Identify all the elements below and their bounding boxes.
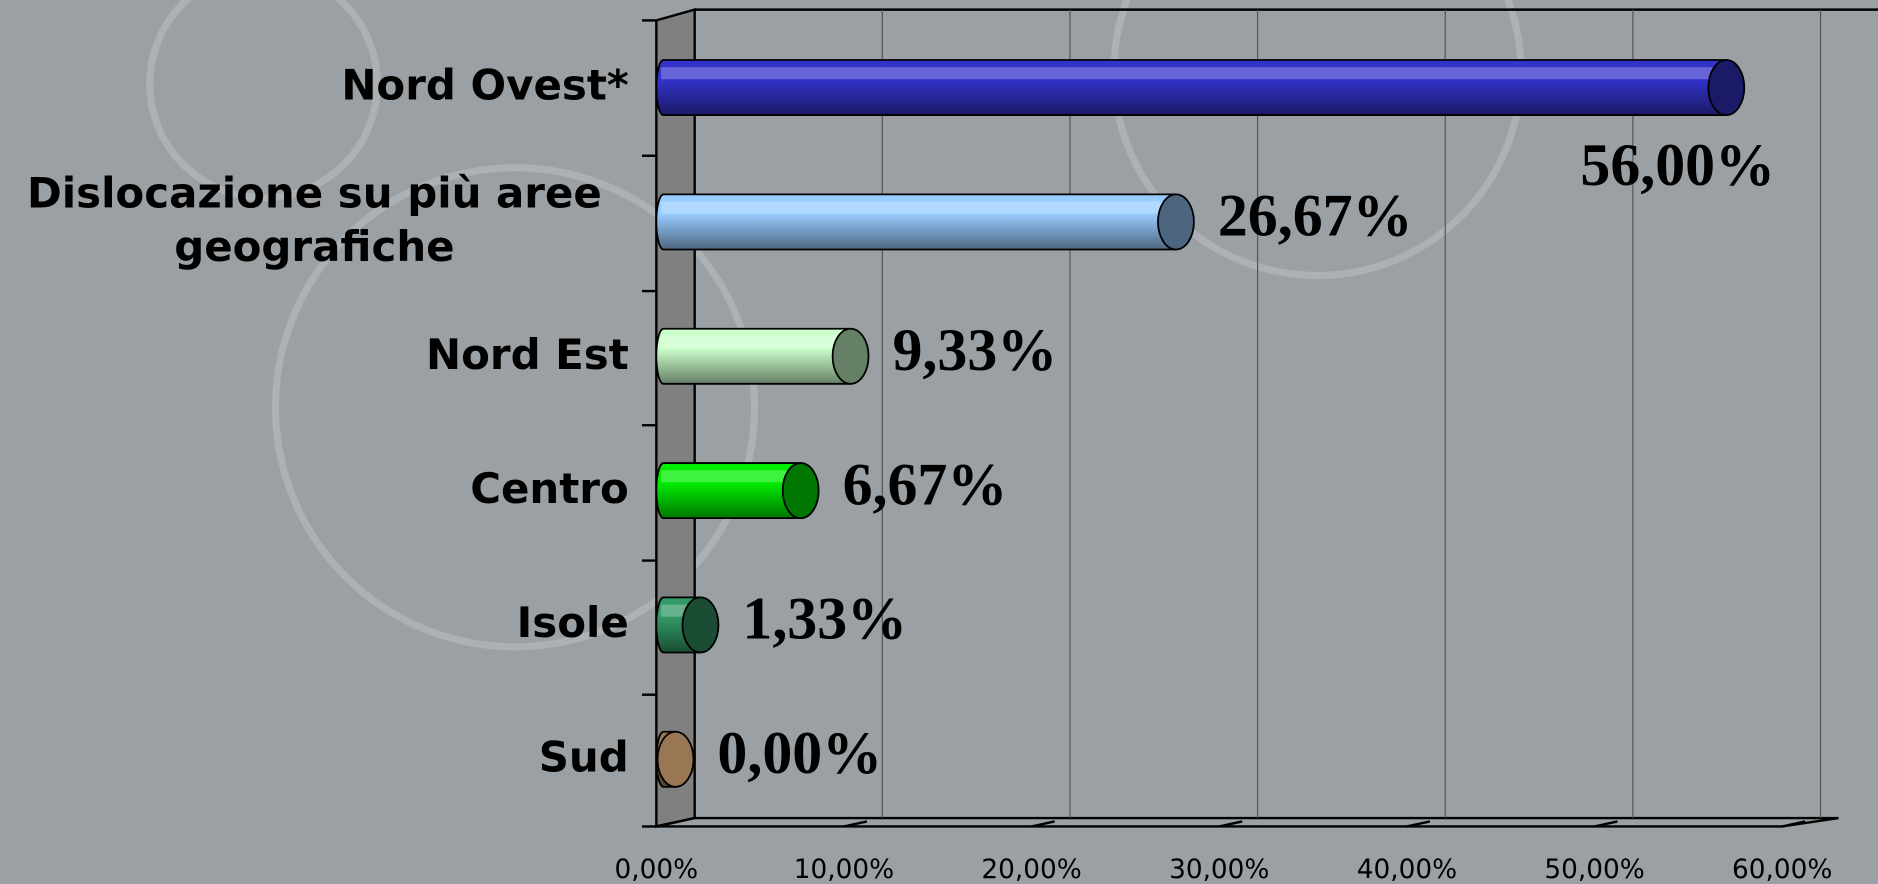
bar-cap [781, 462, 820, 520]
x-tick-label: 20,00% [981, 855, 1081, 884]
bar-body [655, 462, 802, 520]
category-label-box: Centro [0, 419, 629, 563]
x-tick [656, 820, 680, 828]
x-tick-label: 40,00% [1357, 855, 1457, 884]
value-label: 1,33% [742, 586, 907, 652]
x-tick [1219, 820, 1243, 828]
value-label: 9,33% [892, 317, 1057, 383]
category-label: Centro [470, 465, 629, 514]
x-tick-label: 50,00% [1544, 855, 1644, 884]
x-tick [843, 820, 868, 828]
category-label: Sud [538, 734, 629, 783]
bar [655, 730, 695, 788]
bar-highlight [661, 470, 801, 483]
category-ticks [641, 19, 657, 828]
value-label: 26,67% [1218, 183, 1413, 249]
category-label-box: Dislocazione su più aree geografiche [0, 150, 629, 294]
category-label-box: Sud [0, 687, 629, 831]
category-label-box: Isole [0, 553, 629, 697]
bar-highlight [661, 604, 701, 617]
left-wall [655, 8, 696, 828]
category-label: Isole [516, 600, 629, 649]
category-label-box: Nord Est [0, 284, 629, 428]
value-label: 0,00% [717, 720, 882, 786]
x-tick-label: 30,00% [1169, 855, 1269, 884]
bar-highlight [661, 67, 1727, 80]
bar-highlight [661, 201, 1176, 214]
bar [655, 327, 870, 385]
category-label-box: Nord Ovest* [0, 16, 629, 160]
bar-highlight [661, 335, 851, 348]
bar-body [655, 59, 1728, 117]
bar [655, 59, 1746, 117]
category-label-wrap: Centro [0, 419, 629, 563]
bar-body [655, 193, 1177, 251]
category-label-wrap: Nord Est [0, 284, 629, 428]
category-label: Dislocazione su più aree geografiche [26, 169, 602, 273]
floor [656, 816, 1839, 828]
bar-cap [681, 596, 720, 654]
bar-cap [1707, 59, 1746, 117]
x-tick [1781, 820, 1806, 828]
bar-cap [656, 730, 695, 788]
bar-cap [831, 327, 870, 385]
bar-cap [1157, 193, 1195, 251]
bar [655, 596, 720, 654]
category-label: Nord Ovest* [341, 62, 629, 111]
category-label-wrap: Isole [0, 553, 629, 697]
x-tick [1406, 820, 1431, 828]
category-label-wrap: Dislocazione su più aree geografiche [0, 150, 629, 294]
value-label: 6,67% [843, 451, 1008, 517]
category-label-wrap: Sud [0, 687, 629, 831]
bar-body [655, 327, 852, 385]
category-label-wrap: Nord Ovest* [0, 16, 629, 160]
x-tick [1031, 820, 1055, 828]
x-tick-label: 10,00% [794, 855, 894, 884]
x-tick [1594, 820, 1618, 828]
value-label: 56,00% [1580, 132, 1775, 198]
category-label: Nord Est [426, 331, 629, 380]
bar [655, 193, 1195, 251]
bar [655, 462, 820, 520]
x-tick-label: 60,00% [1732, 855, 1832, 884]
x-tick-label: 0,00% [615, 855, 699, 884]
